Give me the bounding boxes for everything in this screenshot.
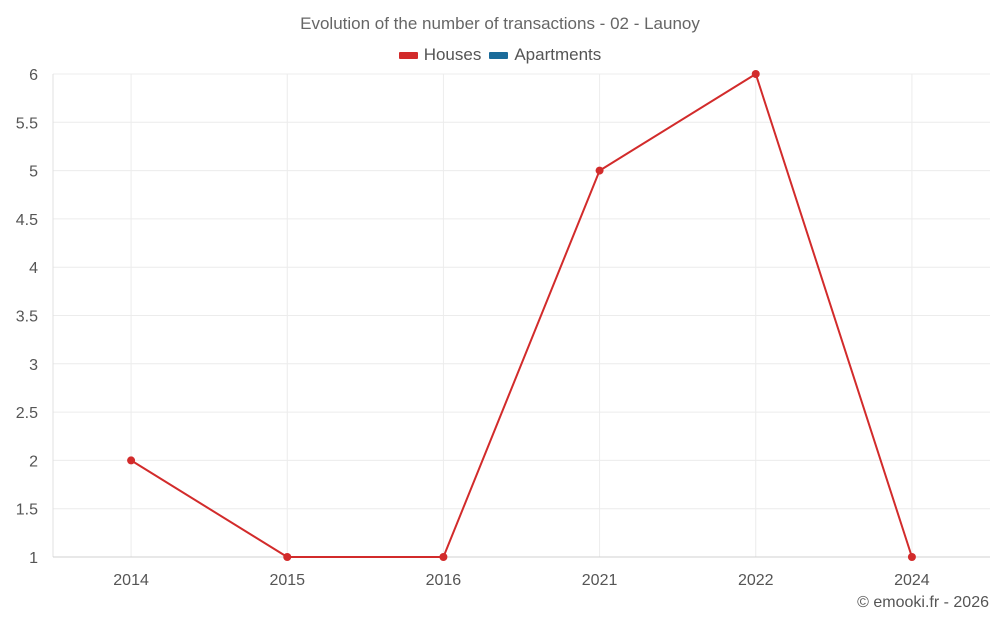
- y-tick-label: 1.5: [16, 502, 38, 519]
- y-tick-label: 2.5: [16, 405, 38, 422]
- y-tick-label: 4.5: [16, 212, 38, 229]
- data-point: [127, 456, 136, 465]
- legend-swatch-apartments: [489, 51, 509, 59]
- x-tick-label: 2024: [894, 572, 930, 589]
- x-gridlines: [130, 74, 913, 557]
- series-layer: [127, 70, 916, 561]
- y-gridlines: [53, 73, 990, 510]
- y-tick-label: 5: [29, 164, 38, 181]
- x-tick-label: 2016: [426, 572, 462, 589]
- y-tick-label: 3.5: [16, 309, 38, 326]
- data-point: [595, 166, 604, 175]
- legend-label-houses: Houses: [423, 45, 482, 64]
- y-tick-label: 5.5: [16, 115, 38, 132]
- legend-item-houses[interactable]: Houses: [398, 45, 482, 65]
- data-point: [283, 553, 292, 561]
- x-tick-label: 2022: [738, 572, 774, 589]
- data-point: [907, 553, 916, 561]
- legend: Houses Apartments: [0, 45, 1000, 65]
- x-axis-tick-labels: 2014 2015 2016 2021 2022 2024: [113, 572, 930, 589]
- legend-label-apartments: Apartments: [514, 45, 602, 64]
- series-line-houses: [130, 73, 913, 558]
- legend-item-apartments[interactable]: Apartments: [489, 45, 601, 65]
- copyright-text: © emooki.fr - 2026: [857, 594, 989, 611]
- x-tick-label: 2021: [582, 572, 618, 589]
- x-tick-label: 2015: [269, 572, 305, 589]
- x-tick-label: 2014: [113, 572, 149, 589]
- y-tick-label: 4: [29, 260, 38, 277]
- data-point: [439, 553, 448, 561]
- y-tick-label: 6: [29, 67, 38, 84]
- y-tick-label: 1: [29, 550, 38, 567]
- legend-swatch-houses: [398, 51, 418, 59]
- chart-title: Evolution of the number of transactions …: [300, 14, 700, 33]
- data-point: [751, 70, 760, 78]
- axis-lines: [52, 74, 990, 558]
- y-tick-label: 2: [29, 453, 38, 470]
- y-axis-tick-labels: 1 1.5 2 2.5 3 3.5 4 4.5 5 5.5 6: [16, 67, 38, 567]
- y-tick-label: 3: [29, 357, 38, 374]
